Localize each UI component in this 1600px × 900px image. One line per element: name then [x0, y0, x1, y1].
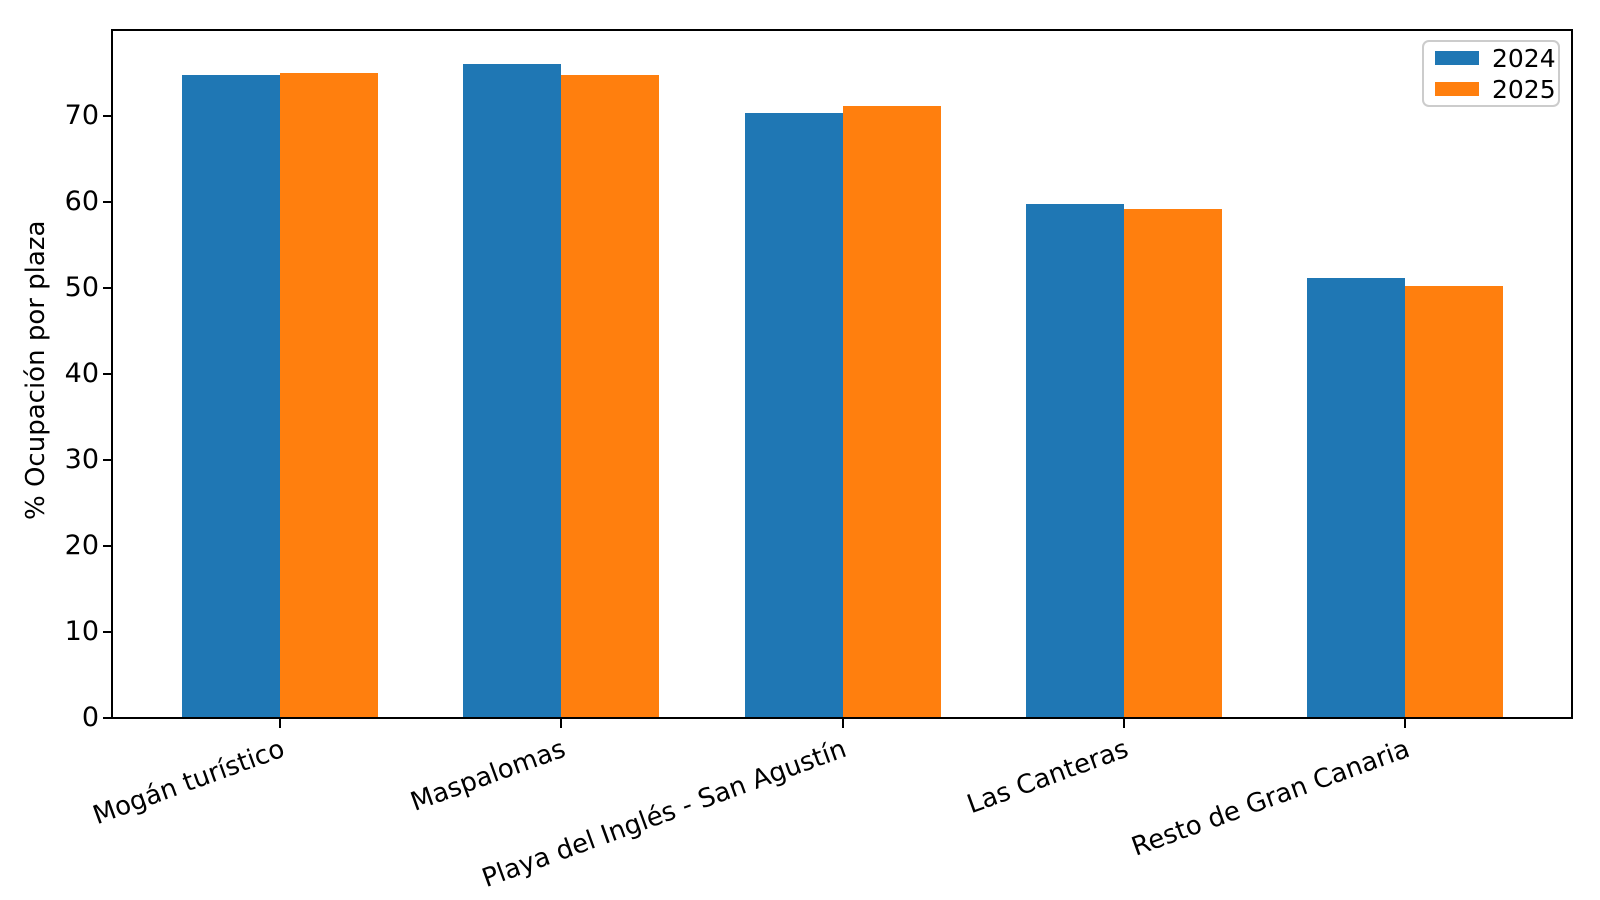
y-tick-label-0: 0: [81, 702, 99, 733]
legend-label-2025: 2025: [1492, 74, 1556, 104]
plot-area: [111, 29, 1573, 719]
y-tick-label-10: 10: [64, 616, 99, 647]
y-tick-50: [103, 287, 112, 289]
legend-row-2024: 2024: [1435, 46, 1558, 71]
y-tick-label-30: 30: [64, 444, 99, 475]
x-tick-0: [279, 719, 281, 728]
legend: 2024 2025: [1422, 40, 1560, 107]
y-tick-label-60: 60: [64, 186, 99, 217]
y-tick-30: [103, 459, 112, 461]
y-tick-label-70: 70: [64, 100, 99, 131]
legend-label-2024: 2024: [1492, 43, 1556, 73]
y-tick-60: [103, 201, 112, 203]
x-tick-label-0: Mogán turístico: [88, 734, 289, 832]
x-tick-3: [1122, 719, 1125, 728]
bar-2025-group-2: [842, 105, 941, 717]
y-tick-40: [103, 373, 112, 375]
bar-2024-group-0: [182, 74, 280, 717]
y-tick-10: [103, 631, 112, 633]
x-tick-2: [841, 719, 844, 728]
bar-2025-group-1: [561, 74, 660, 717]
bar-2025-group-3: [1123, 208, 1222, 717]
bar-2024-group-3: [1025, 204, 1124, 717]
bar-2024-group-1: [463, 64, 562, 717]
x-tick-4: [1404, 719, 1406, 728]
x-tick-label-3: Las Canteras: [962, 734, 1133, 821]
bar-2025-group-0: [280, 72, 378, 717]
legend-row-2025: 2025: [1435, 77, 1558, 102]
y-tick-label-50: 50: [64, 272, 99, 303]
x-tick-label-1: Maspalomas: [406, 734, 570, 818]
y-tick-70: [103, 115, 112, 117]
y-tick-label-20: 20: [64, 530, 99, 561]
bar-2025-group-4: [1405, 286, 1503, 717]
legend-swatch-2024: [1435, 51, 1479, 65]
bar-2024-group-4: [1307, 278, 1405, 717]
bar-2024-group-2: [744, 113, 843, 717]
y-tick-0: [103, 717, 112, 719]
legend-swatch-2025: [1435, 82, 1479, 96]
y-tick-20: [103, 545, 112, 547]
y-tick-label-40: 40: [64, 358, 99, 389]
x-tick-1: [560, 719, 563, 728]
x-tick-label-4: Resto de Gran Canaria: [1127, 734, 1414, 863]
